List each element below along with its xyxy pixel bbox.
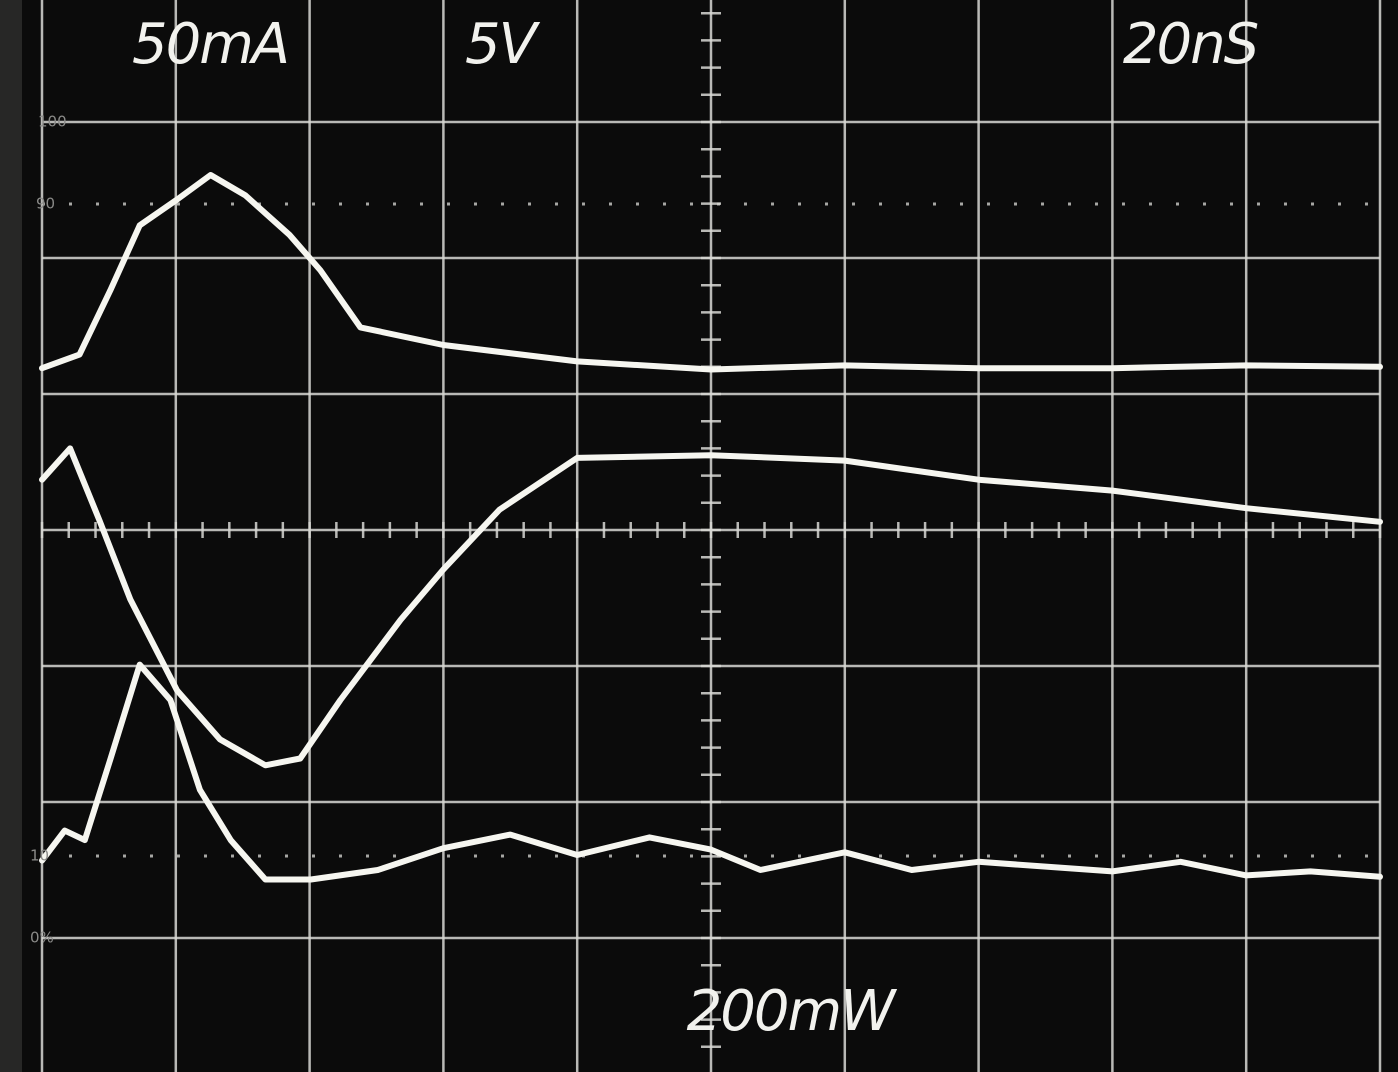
time-scale: 20nS <box>1123 12 1258 77</box>
graticule-label: 0% <box>30 929 54 947</box>
voltage-scale: 5V <box>465 12 541 77</box>
oscilloscope-screen: 50mA 5V 20nS 200mW 100 90 10 0% <box>0 0 1398 1072</box>
screen-edge <box>0 0 22 1072</box>
graticule-label: 10 <box>30 847 49 865</box>
screen-background <box>0 0 1398 1072</box>
power-scale: 200mW <box>687 979 898 1044</box>
graticule-label: 90 <box>36 195 55 213</box>
page: {"chart_data": {"type": "line", "annotat… <box>0 0 1398 1072</box>
current-scale: 50mA <box>132 12 288 77</box>
graticule-label: 100 <box>38 113 67 131</box>
